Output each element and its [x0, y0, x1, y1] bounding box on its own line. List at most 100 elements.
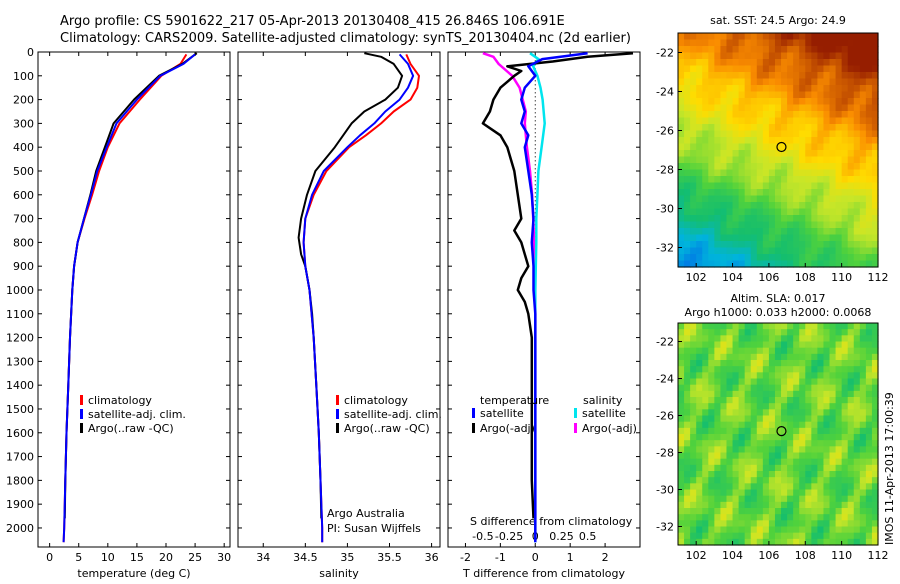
- heatmap-cell: [702, 421, 709, 429]
- heatmap-cell: [865, 471, 873, 478]
- heatmap-cell: [835, 52, 843, 60]
- heatmap-cell: [702, 117, 709, 125]
- heatmap-cell: [841, 39, 849, 47]
- heatmap-cell: [805, 341, 812, 349]
- heatmap-cell: [853, 260, 861, 268]
- heatmap-cell: [762, 390, 770, 398]
- heatmap-cell: [781, 495, 788, 503]
- heatmap-cell: [744, 215, 752, 223]
- heatmap-cell: [768, 347, 776, 355]
- heatmap-cell: [829, 489, 837, 497]
- heatmap-cell: [750, 538, 758, 546]
- heatmap-cell: [871, 378, 879, 386]
- heatmap-cell: [702, 195, 709, 203]
- heatmap-cell: [690, 366, 697, 373]
- heatmap-cell: [835, 477, 843, 484]
- heatmap-cell: [750, 409, 758, 417]
- heatmap-cell: [714, 143, 722, 151]
- heatmap-cell: [744, 59, 752, 67]
- heatmap-cell: [865, 59, 873, 67]
- heatmap-cell: [756, 372, 764, 380]
- heatmap-cell: [835, 464, 843, 472]
- heatmap-cell: [853, 353, 861, 361]
- heatmap-cell: [756, 427, 764, 435]
- heatmap-cell: [750, 163, 758, 171]
- heatmap-cell: [690, 143, 697, 151]
- heatmap-cell: [708, 215, 715, 223]
- heatmap-cell: [787, 260, 794, 268]
- heatmap-cell: [793, 403, 800, 410]
- heatmap-cell: [726, 98, 734, 106]
- heatmap-cell: [714, 208, 722, 216]
- heatmap-cell: [678, 150, 685, 158]
- heatmap-cell: [835, 397, 843, 404]
- heatmap-cell: [684, 538, 691, 546]
- heatmap-cell: [853, 532, 861, 540]
- heatmap-cell: [865, 111, 873, 119]
- heatmap-cell: [756, 353, 764, 361]
- heatmap-cell: [811, 91, 818, 99]
- depth-tick-label: 600: [13, 189, 34, 202]
- heatmap-cell: [756, 189, 764, 197]
- heatmap-cell: [708, 446, 715, 454]
- heatmap-cell: [732, 347, 740, 355]
- heatmap-cell: [768, 538, 776, 546]
- heatmap-cell: [811, 483, 818, 491]
- heatmap-cell: [865, 526, 873, 534]
- heatmap-cell: [841, 176, 849, 184]
- heatmap-cell: [756, 33, 764, 41]
- heatmap-cell: [690, 329, 697, 336]
- heatmap-cell: [768, 390, 776, 398]
- heatmap-cell: [732, 329, 740, 336]
- heatmap-cell: [738, 353, 746, 361]
- heatmap-cell: [787, 508, 794, 515]
- heatmap-cell: [738, 397, 746, 404]
- heatmap-cell: [799, 341, 806, 349]
- heatmap-cell: [853, 169, 861, 177]
- heatmap-cell: [720, 111, 728, 119]
- heatmap-cell: [811, 169, 818, 177]
- heatmap-cell: [847, 538, 855, 546]
- heatmap-cell: [823, 52, 831, 60]
- heatmap-cell: [744, 390, 752, 398]
- heatmap-cell: [774, 254, 782, 262]
- heatmap-cell: [732, 143, 740, 151]
- heatmap-cell: [774, 228, 782, 236]
- heatmap-cell: [829, 514, 837, 521]
- heatmap-cell: [865, 329, 873, 336]
- heatmap-cell: [750, 335, 758, 343]
- heatmap-cell: [865, 440, 873, 447]
- heatmap-cell: [811, 421, 818, 429]
- heatmap-cell: [835, 156, 843, 164]
- heatmap-cell: [684, 234, 691, 242]
- heatmap-cell: [708, 372, 715, 380]
- heatmap-cell: [799, 241, 806, 249]
- heatmap-cell: [678, 409, 685, 417]
- heatmap-cell: [726, 33, 734, 41]
- heatmap-cell: [720, 538, 728, 546]
- heatmap-cell: [811, 176, 818, 184]
- imos-timestamp-label: IMOS 11-Apr-2013 17:00:39: [883, 392, 896, 545]
- heatmap-cell: [871, 195, 879, 203]
- heatmap-cell: [714, 254, 722, 262]
- sst-map-title: sat. SST: 24.5 Argo: 24.9: [710, 14, 846, 27]
- heatmap-cell: [781, 104, 788, 112]
- heatmap-cell: [684, 458, 691, 466]
- heatmap-cell: [714, 397, 722, 404]
- heatmap-cell: [865, 452, 873, 460]
- heatmap-cell: [732, 221, 740, 229]
- heatmap-cell: [853, 495, 861, 503]
- heatmap-cell: [690, 403, 697, 410]
- heatmap-cell: [793, 208, 800, 216]
- heatmap-cell: [805, 477, 812, 484]
- heatmap-cell: [805, 117, 812, 125]
- heatmap-cell: [841, 130, 849, 138]
- heatmap-cell: [811, 156, 818, 164]
- heatmap-cell: [708, 117, 715, 125]
- heatmap-cell: [732, 446, 740, 454]
- heatmap-cell: [853, 33, 861, 41]
- heatmap-cell: [859, 323, 867, 330]
- heatmap-cell: [811, 360, 818, 367]
- heatmap-cell: [756, 91, 764, 99]
- heatmap-cell: [768, 156, 776, 164]
